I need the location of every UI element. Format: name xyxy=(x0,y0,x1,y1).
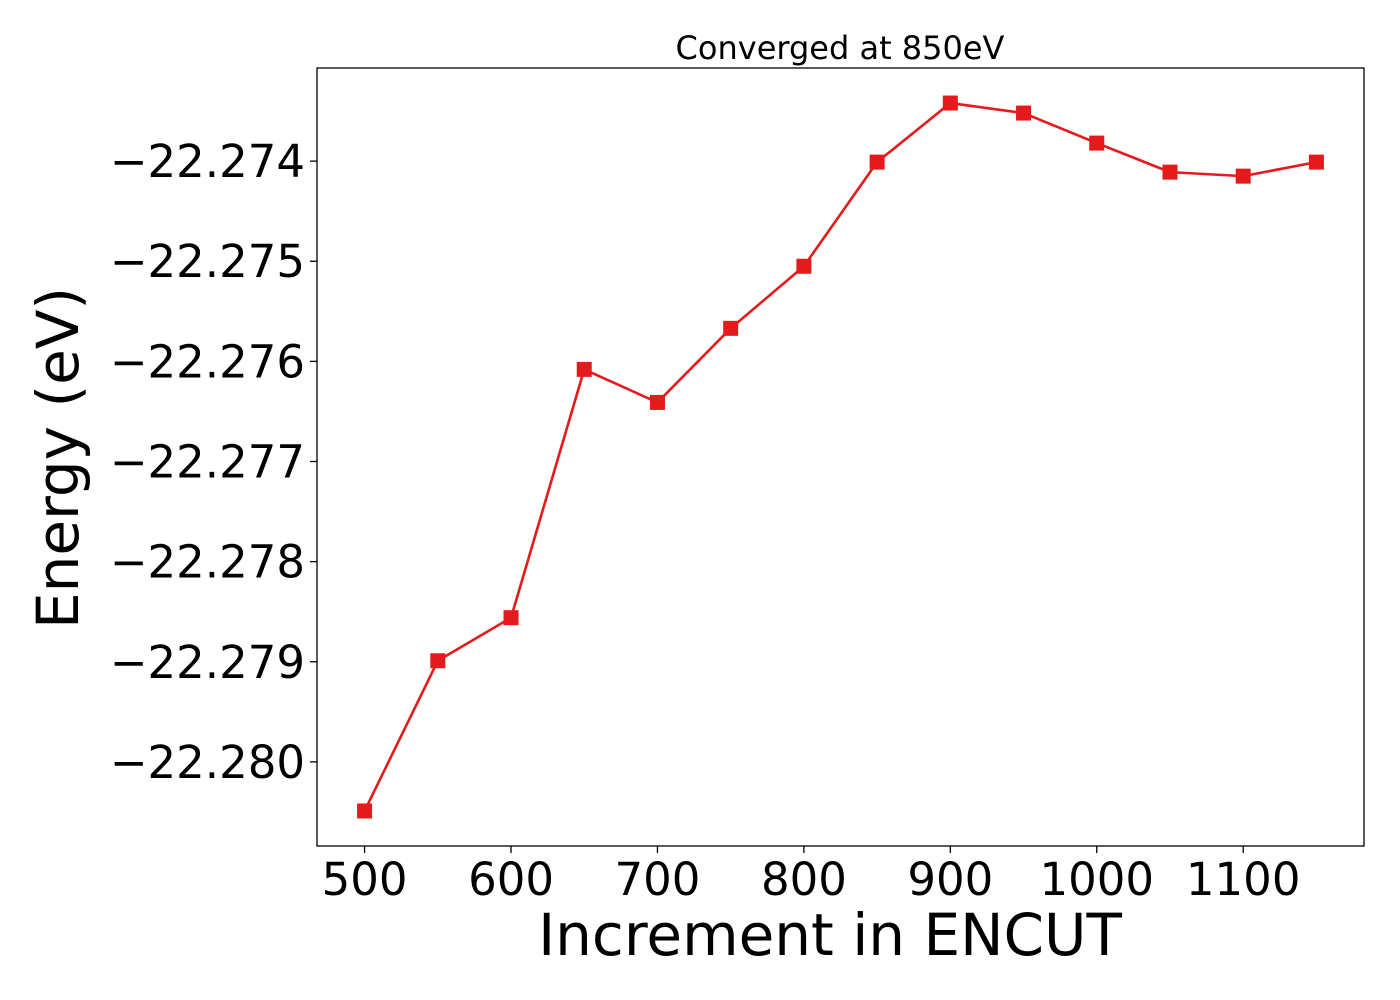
y-axis-label: Energy (eV) xyxy=(24,287,92,629)
y-tick-label: −22.275 xyxy=(110,235,305,288)
data-point-marker xyxy=(869,154,885,170)
x-tick-label: 600 xyxy=(468,853,554,906)
series-line xyxy=(363,101,1317,812)
x-tick-label: 700 xyxy=(615,853,701,906)
data-point-marker xyxy=(576,361,592,377)
y-tick-label: −22.278 xyxy=(110,536,305,589)
data-point-marker xyxy=(723,320,739,336)
data-point-marker xyxy=(503,610,519,626)
data-point-marker xyxy=(1235,168,1251,184)
data-point-marker xyxy=(1016,105,1032,121)
x-tick-label: 900 xyxy=(907,853,993,906)
data-point-marker xyxy=(796,258,812,274)
data-point-marker xyxy=(1089,135,1105,151)
y-axis-ticks: −22.280 −22.279 −22.278 −22.277 −22.276 −22.2… xyxy=(110,135,317,789)
data-series xyxy=(357,95,1324,819)
data-point-marker xyxy=(942,95,958,111)
data-point-marker xyxy=(357,803,373,819)
y-tick-label: −22.277 xyxy=(110,436,305,489)
y-tick-label: −22.276 xyxy=(110,335,305,388)
data-point-marker xyxy=(430,653,446,669)
y-tick-label: −22.274 xyxy=(110,135,305,188)
x-axis-label: Increment in ENCUT xyxy=(538,901,1122,969)
y-tick-label: −22.280 xyxy=(110,736,305,789)
x-tick-label: 1000 xyxy=(1039,853,1154,906)
data-point-marker xyxy=(649,394,665,410)
x-tick-label: 500 xyxy=(322,853,408,906)
plot-area-frame xyxy=(316,67,1365,847)
x-axis-ticks: 500 600 700 800 900 1000 1100 xyxy=(322,846,1301,906)
data-point-marker xyxy=(1162,164,1178,180)
data-point-marker xyxy=(1308,154,1324,170)
x-tick-label: 1100 xyxy=(1186,853,1301,906)
x-tick-label: 800 xyxy=(761,853,847,906)
chart-title: Converged at 850eV xyxy=(676,29,1005,67)
y-tick-label: −22.279 xyxy=(110,636,305,689)
